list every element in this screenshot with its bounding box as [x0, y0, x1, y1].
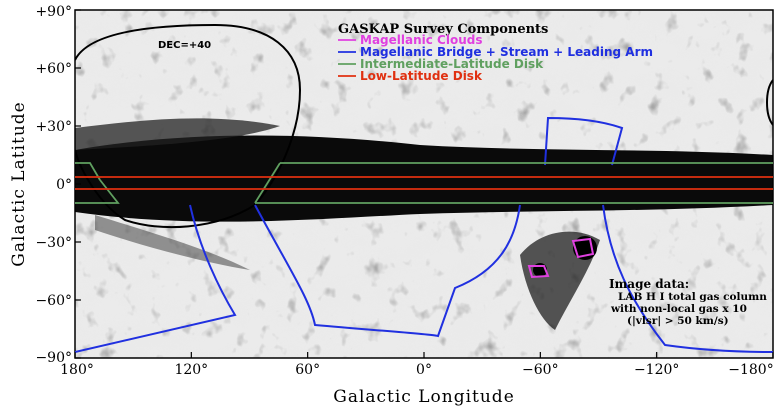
leading-arm: [544, 116, 624, 166]
x-tick-labels: 180° 120° 60° 0° −60° −120° −180°: [60, 352, 774, 378]
x-tick-label: 180°: [60, 362, 94, 378]
x-tick-label: 120°: [174, 362, 208, 378]
x-tick-label: −60°: [522, 362, 559, 378]
magellanic-stream-center: [254, 204, 521, 338]
image-data-line-2: with non-local gas x 10: [610, 303, 747, 315]
y-tick-label: 0°: [56, 177, 72, 193]
lmc-region: [571, 237, 595, 259]
image-data-title: Image data:: [609, 277, 689, 291]
legend-label: Magellanic Clouds: [360, 33, 482, 47]
hi-column-map: [75, 10, 773, 358]
dec-40-boundary-right: [766, 79, 773, 126]
y-axis-title: Galactic Latitude: [9, 101, 29, 266]
y-tick-labels: +90° +60° +30° 0° −30° −60° −90°: [35, 4, 81, 366]
y-tick-label: −30°: [35, 235, 72, 251]
y-tick-label: +30°: [35, 119, 72, 135]
intermediate-disk-upper: [75, 162, 773, 181]
intermediate-disk-lower: [75, 179, 773, 204]
smc-region: [527, 265, 550, 279]
y-tick-label: −60°: [35, 293, 72, 309]
y-tick-label: +90°: [35, 4, 72, 20]
legend-label: Low-Latitude Disk: [360, 69, 483, 83]
intermediate-disk-join: [254, 162, 281, 204]
x-axis-title: Galactic Longitude: [333, 387, 515, 407]
legend-label: Intermediate-Latitude Disk: [360, 57, 544, 71]
survey-outlines: [75, 23, 773, 353]
dec-label: DEC=+40: [158, 40, 211, 51]
image-data-line-3: (|vlsr| > 50 km/s): [627, 315, 729, 327]
x-tick-label: 60°: [295, 362, 320, 378]
x-tick-label: −180°: [728, 362, 773, 378]
y-tick-label: +60°: [35, 61, 72, 77]
legend-label: Magellanic Bridge + Stream + Leading Arm: [360, 45, 653, 59]
dec-40-boundary: [75, 23, 302, 229]
x-tick-label: −120°: [634, 362, 679, 378]
y-tick-label: −90°: [35, 350, 72, 366]
image-data-line-1: LAB H I total gas column: [618, 291, 767, 303]
image-data-note: Image data: LAB H I total gas column wit…: [609, 277, 767, 327]
magellanic-stream-left: [75, 204, 237, 353]
legend-title: GASKAP Survey Components: [338, 22, 548, 37]
x-tick-label: 0°: [416, 362, 432, 378]
legend: GASKAP Survey Components Magellanic Clou…: [338, 22, 653, 83]
magellanic-stream-right: [602, 204, 773, 353]
